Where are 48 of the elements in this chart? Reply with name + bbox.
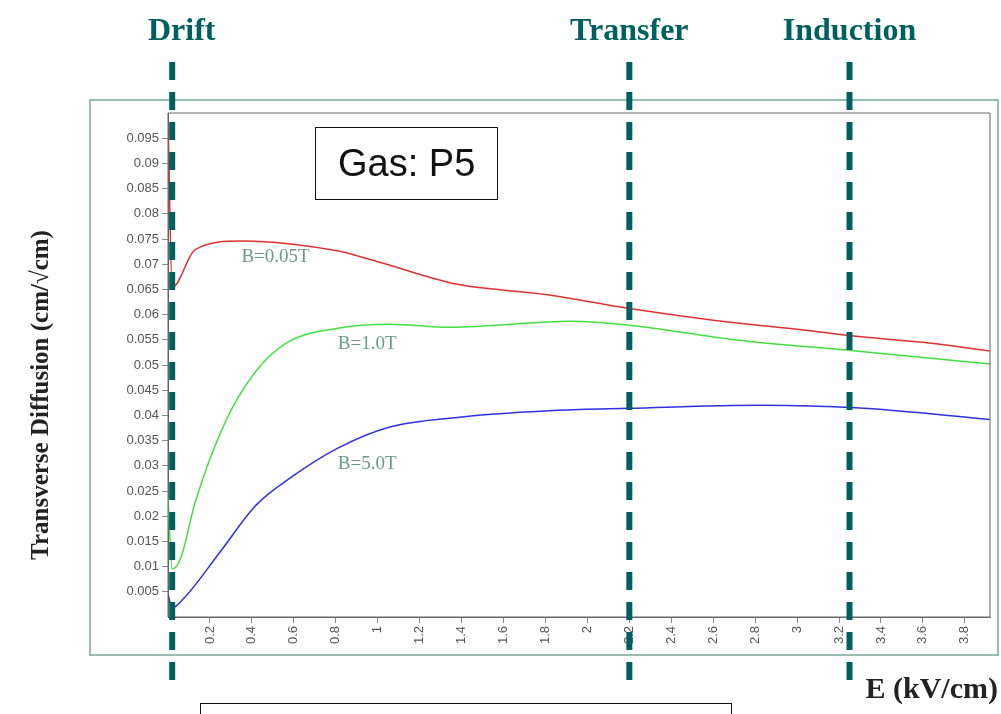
- x-tick-label: 3: [788, 626, 804, 634]
- y-tick-label: 0.005: [126, 583, 159, 599]
- series-label: B=1.0T: [337, 331, 397, 353]
- x-tick-label: 1.4: [453, 626, 469, 645]
- x-tick-label: 1: [369, 626, 385, 634]
- y-tick-label: 0.045: [126, 381, 159, 397]
- y-tick-label: 0.01: [133, 558, 159, 574]
- y-axis-title: Transverse Diffusion (cm/√cm): [26, 230, 55, 560]
- x-tick-label: 3.4: [872, 626, 888, 645]
- x-tick-label: 1.6: [495, 626, 511, 645]
- x-tick-label: 0.6: [285, 626, 301, 645]
- x-tick-label: 0.2: [201, 626, 217, 645]
- y-tick-label: 0.085: [126, 180, 159, 196]
- y-tick-label: 0.065: [126, 280, 159, 296]
- series-label: B=0.05T: [241, 244, 311, 266]
- x-tick-label: 2.6: [704, 626, 720, 645]
- x-tick-label: 3.2: [830, 626, 846, 645]
- y-tick-label: 0.015: [126, 532, 159, 548]
- x-tick-label: 1.2: [411, 626, 427, 645]
- line-series: [168, 320, 990, 570]
- x-tick-label: 0.4: [243, 626, 259, 645]
- y-tick-label: 0.025: [126, 482, 159, 498]
- y-tick-label: 0.08: [133, 205, 159, 221]
- y-tick-label: 0.055: [126, 331, 159, 347]
- x-tick-label: 3.8: [956, 626, 972, 645]
- series-label: B=5.0T: [337, 451, 397, 473]
- x-tick-label: 0.8: [327, 626, 343, 645]
- annotation: Gas: P5: [315, 127, 499, 200]
- x-axis-title: E (kV/cm): [865, 670, 998, 705]
- y-tick-label: 0.07: [133, 255, 159, 271]
- x-tick-label: 1.8: [537, 626, 553, 645]
- y-tick-label: 0.04: [133, 406, 159, 422]
- ref-line-label: Drift: [148, 11, 216, 48]
- y-tick-label: 0.06: [133, 306, 159, 322]
- x-tick-label: 3.6: [914, 626, 930, 645]
- y-tick-label: 0.09: [133, 154, 159, 170]
- x-tick-label: 2: [578, 626, 594, 634]
- y-tick-label: 0.075: [126, 230, 159, 246]
- ref-line-label: Induction: [782, 11, 917, 48]
- x-tick-label: 2.4: [662, 626, 678, 645]
- y-tick-label: 0.035: [126, 432, 159, 448]
- ref-line-label: Transfer: [570, 11, 689, 48]
- line-series: [168, 404, 990, 609]
- y-tick-label: 0.095: [126, 129, 159, 145]
- x-tick-label: 2.8: [746, 626, 762, 645]
- y-tick-label: 0.03: [133, 457, 159, 473]
- y-tick-label: 0.05: [133, 356, 159, 372]
- y-tick-label: 0.02: [133, 507, 159, 523]
